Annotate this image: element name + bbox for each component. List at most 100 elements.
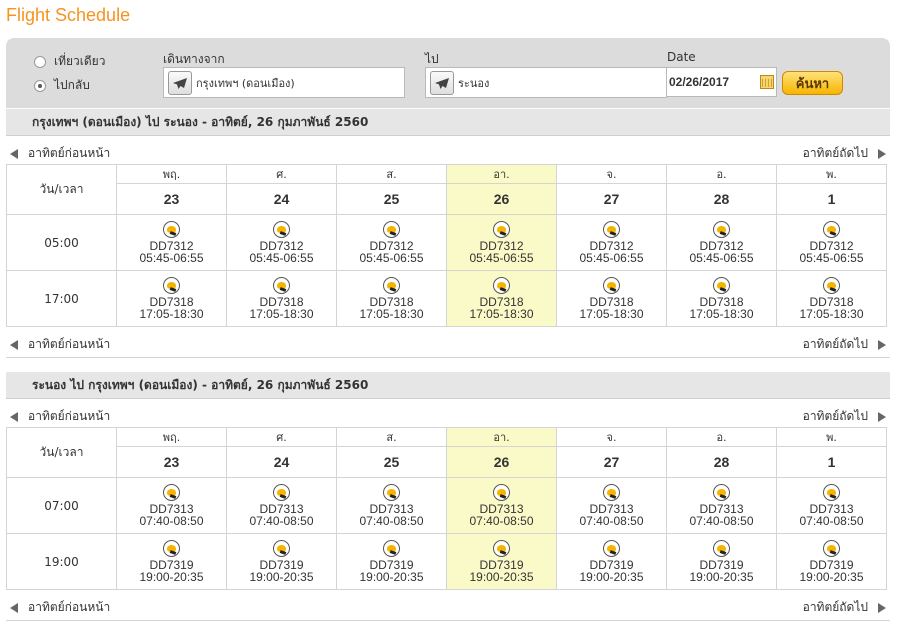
day-number: 24	[226, 446, 337, 478]
nok-bird-icon	[493, 277, 510, 294]
flight-code: DD7319	[809, 558, 854, 572]
outbound-section-header: กรุงเทพฯ (ดอนเมือง) ไป ระนอง - อาทิตย์, …	[6, 109, 890, 136]
flight-cell[interactable]: DD7312 05:45-06:55	[116, 214, 227, 271]
flight-code: DD7313	[699, 502, 744, 516]
flight-cell[interactable]: DD7318 17:05-18:30	[226, 270, 337, 327]
flight-hours: 07:40-08:50	[579, 514, 644, 528]
nok-bird-icon	[163, 277, 180, 294]
flight-code: DD7312	[149, 239, 194, 253]
prev-week-link[interactable]: อาทิตย์ก่อนหน้า	[10, 335, 110, 354]
flight-cell[interactable]: DD7319 19:00-20:35	[336, 533, 447, 590]
day-number: 26	[446, 446, 557, 478]
flight-cell[interactable]: DD7318 17:05-18:30	[556, 270, 667, 327]
search-button[interactable]: ค้นหา	[782, 71, 843, 95]
flight-hours: 05:45-06:55	[249, 251, 314, 265]
flight-hours: 07:40-08:50	[469, 514, 534, 528]
trip-one-way-option[interactable]: เที่ยวเดียว	[34, 52, 105, 71]
day-of-week: พฤ.	[116, 164, 227, 184]
day-of-week: อ.	[666, 164, 777, 184]
day-number: 27	[556, 446, 667, 478]
flight-cell[interactable]: DD7312 05:45-06:55	[446, 214, 557, 271]
nok-bird-icon	[163, 540, 180, 557]
calendar-icon[interactable]	[760, 75, 774, 89]
outbound-schedule-table: วัน/เวลา พฤ. ศ. ส. อา. จ. อ. พ. 23 24 25 26 27 28 1 05:…	[6, 164, 887, 327]
flight-cell[interactable]: DD7313 07:40-08:50	[666, 477, 777, 534]
prev-week-label: อาทิตย์ก่อนหน้า	[28, 600, 111, 614]
triangle-right-icon	[878, 602, 886, 613]
next-week-label: อาทิตย์ถัดไป	[802, 409, 868, 423]
next-week-link[interactable]: อาทิตย์ถัดไป	[803, 598, 886, 617]
flight-cell[interactable]: DD7319 19:00-20:35	[666, 533, 777, 590]
flight-hours: 17:05-18:30	[469, 307, 534, 321]
flight-cell[interactable]: DD7318 17:05-18:30	[446, 270, 557, 327]
nok-bird-icon	[383, 484, 400, 501]
flight-code: DD7318	[259, 295, 304, 309]
flight-hours: 05:45-06:55	[799, 251, 864, 265]
nok-bird-icon	[383, 540, 400, 557]
time-slot: 05:00	[6, 214, 117, 271]
flight-code: DD7319	[369, 558, 414, 572]
flight-cell[interactable]: DD7318 17:05-18:30	[776, 270, 887, 327]
triangle-left-icon	[10, 602, 18, 613]
flight-cell[interactable]: DD7318 17:05-18:30	[116, 270, 227, 327]
next-week-link[interactable]: อาทิตย์ถัดไป	[803, 144, 886, 163]
flight-cell[interactable]: DD7312 05:45-06:55	[226, 214, 337, 271]
flight-code: DD7313	[809, 502, 854, 516]
flight-code: DD7319	[699, 558, 744, 572]
flight-hours: 19:00-20:35	[469, 570, 534, 584]
day-of-week: อา.	[446, 164, 557, 184]
next-week-label: อาทิตย์ถัดไป	[802, 146, 868, 160]
origin-input[interactable]: กรุงเทพฯ (ดอนเมือง)	[163, 67, 405, 98]
flight-cell[interactable]: DD7319 19:00-20:35	[556, 533, 667, 590]
flight-hours: 19:00-20:35	[139, 570, 204, 584]
triangle-right-icon	[878, 339, 886, 350]
flight-cell[interactable]: DD7312 05:45-06:55	[556, 214, 667, 271]
day-number: 24	[226, 183, 337, 215]
flight-cell[interactable]: DD7319 19:00-20:35	[226, 533, 337, 590]
destination-value: ระนอง	[458, 76, 490, 90]
flight-cell[interactable]: DD7319 19:00-20:35	[116, 533, 227, 590]
flight-cell[interactable]: DD7318 17:05-18:30	[666, 270, 777, 327]
flight-cell[interactable]: DD7319 19:00-20:35	[446, 533, 557, 590]
next-week-link[interactable]: อาทิตย์ถัดไป	[803, 335, 886, 354]
flight-cell[interactable]: DD7313 07:40-08:50	[446, 477, 557, 534]
flight-cell[interactable]: DD7312 05:45-06:55	[666, 214, 777, 271]
flight-cell[interactable]: DD7313 07:40-08:50	[776, 477, 887, 534]
prev-week-link[interactable]: อาทิตย์ก่อนหน้า	[10, 598, 110, 617]
next-week-link[interactable]: อาทิตย์ถัดไป	[803, 407, 886, 426]
prev-week-link[interactable]: อาทิตย์ก่อนหน้า	[10, 144, 110, 163]
prev-week-link[interactable]: อาทิตย์ก่อนหน้า	[10, 407, 110, 426]
day-number: 23	[116, 446, 227, 478]
round-trip-radio[interactable]	[34, 79, 46, 92]
date-input[interactable]: 02/26/2017	[666, 67, 777, 97]
flight-cell[interactable]: DD7313 07:40-08:50	[556, 477, 667, 534]
day-of-week: อา.	[446, 427, 557, 447]
destination-label: ไป	[425, 52, 439, 66]
nok-bird-icon	[713, 221, 730, 238]
origin-value: กรุงเทพฯ (ดอนเมือง)	[196, 76, 295, 90]
table-row: 17:00 DD7318 17:05-18:30 DD7318 17:05-18:30 D…	[6, 270, 887, 327]
day-number: 27	[556, 183, 667, 215]
flight-cell[interactable]: DD7312 05:45-06:55	[336, 214, 447, 271]
destination-input[interactable]: ระนอง	[425, 67, 667, 98]
one-way-radio[interactable]	[34, 55, 46, 68]
flight-cell[interactable]: DD7318 17:05-18:30	[336, 270, 447, 327]
day-number: 28	[666, 183, 777, 215]
nok-bird-icon	[823, 277, 840, 294]
nok-bird-icon	[713, 484, 730, 501]
day-of-week: ส.	[336, 427, 447, 447]
time-slot: 07:00	[6, 477, 117, 534]
day-number: 25	[336, 183, 447, 215]
flight-cell[interactable]: DD7313 07:40-08:50	[116, 477, 227, 534]
prev-week-label: อาทิตย์ก่อนหน้า	[28, 146, 111, 160]
trip-round-option[interactable]: ไปกลับ	[34, 76, 90, 95]
flight-cell[interactable]: DD7313 07:40-08:50	[336, 477, 447, 534]
table-row: 07:00 DD7313 07:40-08:50 DD7313 07:40-08:50 D…	[6, 477, 887, 534]
date-value: 02/26/2017	[669, 75, 730, 89]
flight-cell[interactable]: DD7312 05:45-06:55	[776, 214, 887, 271]
flight-hours: 05:45-06:55	[579, 251, 644, 265]
nok-bird-icon	[383, 221, 400, 238]
flight-cell[interactable]: DD7313 07:40-08:50	[226, 477, 337, 534]
corner-label: วัน/เวลา	[6, 427, 117, 478]
flight-cell[interactable]: DD7319 19:00-20:35	[776, 533, 887, 590]
